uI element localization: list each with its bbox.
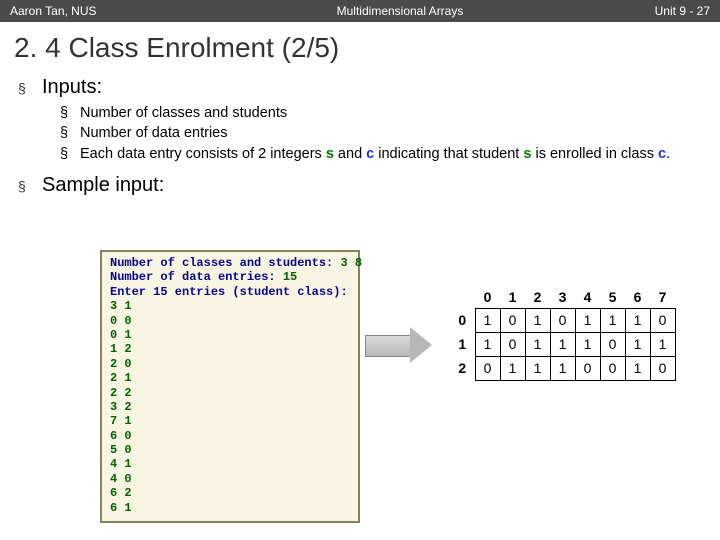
matrix-cell: 1 [475, 332, 500, 356]
inputs-sublist: § Number of classes and students § Numbe… [60, 103, 720, 164]
code-prompt-1: Number of classes and students: [110, 256, 340, 270]
col-header: 0 [475, 286, 500, 308]
inputs-bullet: § Inputs: [18, 76, 720, 99]
matrix-cell: 1 [650, 332, 675, 356]
text-period: . [666, 146, 670, 162]
code-entry: 3 1 [110, 299, 132, 313]
inputs-label: Inputs: [42, 76, 102, 99]
row-header: 2 [450, 356, 475, 380]
code-entry: 2 1 [110, 371, 132, 385]
arrow-icon [365, 330, 435, 360]
input-item-3: Each data entry consists of 2 integers s… [80, 144, 720, 164]
code-prompt-2: Number of data entries: [110, 270, 283, 284]
bullet-icon: § [18, 178, 42, 194]
matrix-cell: 1 [550, 332, 575, 356]
matrix-cell: 0 [575, 356, 600, 380]
code-entry: 1 2 [110, 342, 132, 356]
input-item-2: Number of data entries [80, 123, 720, 143]
matrix-cell: 1 [625, 332, 650, 356]
row-header: 0 [450, 308, 475, 332]
code-entry: 4 1 [110, 457, 132, 471]
bullet-icon: § [18, 80, 42, 96]
text-enrolled: is enrolled in class [531, 146, 658, 162]
text-and: and [334, 146, 366, 162]
col-header: 5 [600, 286, 625, 308]
code-entry: 2 0 [110, 357, 132, 371]
enrolment-matrix: 0 1 2 3 4 5 6 7 0 1 0 1 0 1 1 1 0 1 1 0 … [450, 286, 676, 381]
code-entry: 3 2 [110, 400, 132, 414]
header-right: Unit 9 - 27 [650, 4, 710, 18]
code-entry: 5 0 [110, 443, 132, 457]
sample-input-box: Number of classes and students: 3 8 Numb… [100, 250, 360, 523]
col-header: 6 [625, 286, 650, 308]
matrix-cell: 1 [600, 308, 625, 332]
matrix-cell: 1 [525, 308, 550, 332]
matrix-cell: 0 [475, 356, 500, 380]
code-entry: 6 0 [110, 429, 132, 443]
matrix-cell: 0 [500, 332, 525, 356]
matrix-cell: 1 [550, 356, 575, 380]
col-header: 3 [550, 286, 575, 308]
code-input-1: 3 8 [340, 256, 362, 270]
matrix-cell: 1 [475, 308, 500, 332]
header-left: Aaron Tan, NUS [10, 4, 150, 18]
matrix-cell: 1 [625, 356, 650, 380]
input-item-3-lead: Each data entry consists of 2 integers [80, 146, 326, 162]
header-center: Multidimensional Arrays [150, 4, 650, 18]
matrix-cell: 1 [575, 332, 600, 356]
code-prompt-3: Enter 15 entries (student class): [110, 285, 348, 299]
sample-bullet: § Sample input: [18, 174, 720, 197]
sub-bullet-icon: § [60, 103, 80, 123]
text-indicating: indicating that student [374, 146, 523, 162]
header-bar: Aaron Tan, NUS Multidimensional Arrays U… [0, 0, 720, 22]
matrix-cell: 1 [525, 332, 550, 356]
code-entry: 0 1 [110, 328, 132, 342]
sub-bullet-icon: § [60, 144, 80, 164]
var-s-1: s [326, 146, 334, 162]
code-entry: 4 0 [110, 472, 132, 486]
var-c-2: c [658, 146, 666, 162]
code-input-2: 15 [283, 270, 297, 284]
col-header: 4 [575, 286, 600, 308]
code-entry: 0 0 [110, 314, 132, 328]
matrix-cell: 1 [525, 356, 550, 380]
row-header: 1 [450, 332, 475, 356]
matrix-cell: 1 [575, 308, 600, 332]
matrix-cell: 0 [550, 308, 575, 332]
matrix-cell: 0 [650, 356, 675, 380]
matrix-cell: 0 [600, 356, 625, 380]
col-header: 7 [650, 286, 675, 308]
col-header: 1 [500, 286, 525, 308]
sample-label: Sample input: [42, 174, 164, 197]
sub-bullet-icon: § [60, 123, 80, 143]
matrix-cell: 1 [625, 308, 650, 332]
code-entry: 7 1 [110, 414, 132, 428]
matrix-cell: 0 [650, 308, 675, 332]
matrix-cell: 0 [500, 308, 525, 332]
code-entry: 2 2 [110, 386, 132, 400]
col-header: 2 [525, 286, 550, 308]
code-entry: 6 2 [110, 486, 132, 500]
code-entry: 6 1 [110, 501, 132, 515]
page-title: 2. 4 Class Enrolment (2/5) [0, 22, 720, 70]
matrix-cell: 1 [500, 356, 525, 380]
input-item-1: Number of classes and students [80, 103, 720, 123]
matrix-cell: 0 [600, 332, 625, 356]
